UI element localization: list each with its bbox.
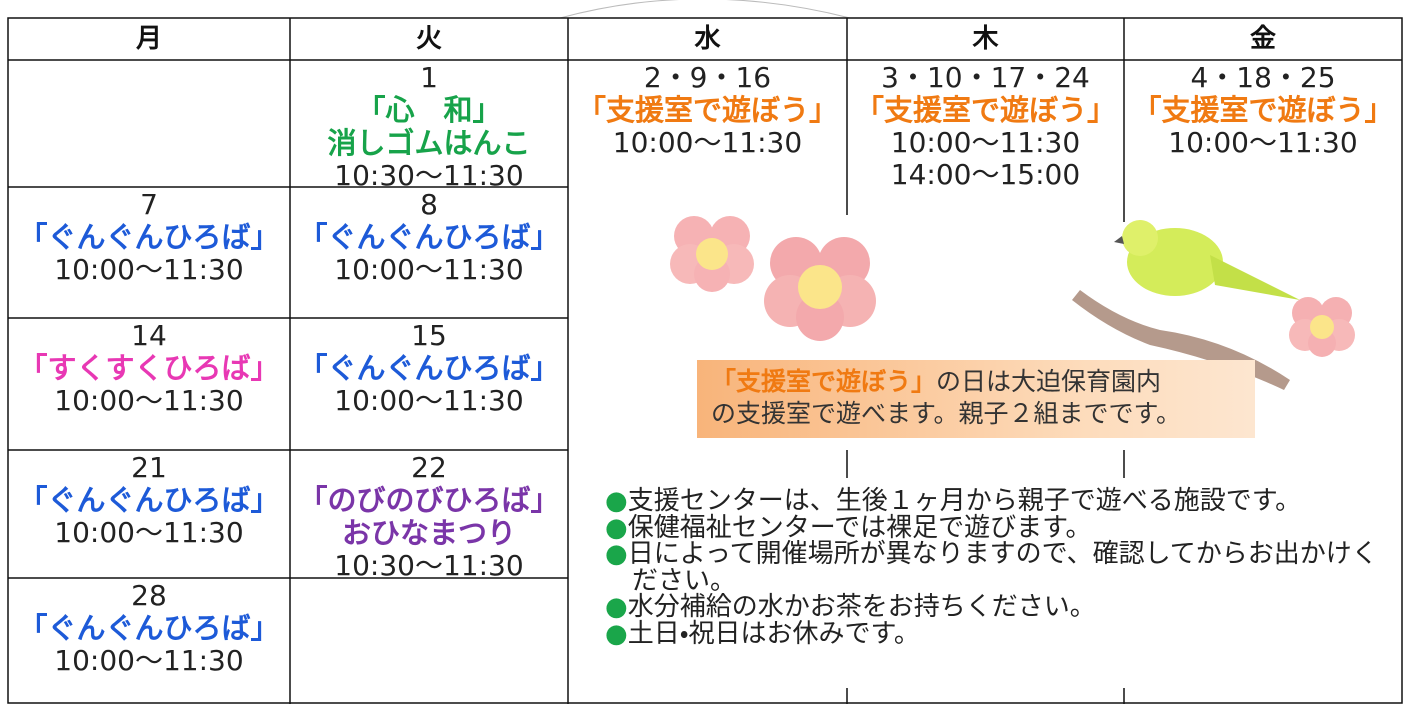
event-date: 7 [140, 188, 158, 221]
event-title: 「ぐんぐんひろば」 [18, 483, 280, 517]
note-text: の支援室で遊べます。親子２組までです。 [711, 399, 1182, 428]
info-item: ●水分補給の水かお茶をお持ちください。 [605, 594, 1397, 621]
event-cell: 28 「ぐんぐんひろば」 10:00～11:30 [8, 580, 290, 677]
info-item: ●保健福祉センターでは裸足で遊びます。 [605, 512, 1397, 543]
event-time: 10:00～11:30 [54, 644, 244, 677]
event-title: 「ぐんぐんひろば」 [298, 220, 560, 254]
event-title: 「のびのびひろば」 [298, 483, 560, 517]
event-cell: 8 「ぐんぐんひろば」 10:00～11:30 [290, 189, 568, 286]
weekday-header: 月 [135, 24, 162, 54]
event-cell: 21 「ぐんぐんひろば」 10:00～11:30 [8, 452, 290, 549]
event-time: 10:00～11:30 [890, 126, 1081, 159]
weekday-header: 木 [972, 24, 999, 54]
flower-illustration [670, 216, 1355, 390]
event-cell: 7 「ぐんぐんひろば」 10:00～11:30 [8, 189, 290, 286]
event-title: おひなまつり [341, 516, 516, 550]
event-title: 「支援室で遊ぼう」 [576, 93, 838, 127]
event-time: 10:00～11:30 [334, 384, 524, 417]
info-text: 保健福祉センターでは裸足で遊びます。 [627, 512, 1092, 543]
decoration-arc [559, 0, 851, 19]
note-box: 「支援室で遊ぼう」の日は大迫保育園内 の支援室で遊べます。親子２組までです。 [697, 360, 1255, 438]
event-cell: 15 「ぐんぐんひろば」 10:00～11:30 [290, 320, 568, 417]
event-date: 28 [131, 579, 167, 612]
event-date: 8 [420, 188, 438, 221]
info-text: 支援センターは、生後１ヶ月から親子で遊べる施設です。 [627, 486, 1302, 516]
event-date: 3・10・17・24 [881, 61, 1090, 94]
note-highlight: 「支援室で遊ぼう」 [711, 367, 937, 396]
event-title: 「支援室で遊ぼう」 [1132, 93, 1394, 127]
info-item: ●日によって開催場所が異なりますので、確認してからお出かけください。 [605, 541, 1397, 594]
event-cell: 2・9・16 「支援室で遊ぼう」 10:00～11:30 [568, 62, 847, 159]
event-title: 「ぐんぐんひろば」 [18, 611, 280, 645]
event-time: 10:00～11:30 [1168, 126, 1358, 159]
event-time: 10:00～11:30 [54, 516, 244, 549]
bullet-marker: ● [605, 592, 628, 622]
event-title: 消しゴムはんこ [327, 126, 531, 160]
weekday-header: 火 [415, 24, 442, 54]
info-text: 水分補給の水かお茶をお持ちください。 [627, 592, 1096, 622]
bullet-marker: ● [605, 512, 628, 543]
event-date: 21 [131, 451, 167, 484]
weekday-header: 金 [1249, 24, 1276, 54]
event-cell: 1 「心 和」 消しゴムはんこ 10:30～11:30 [290, 62, 568, 192]
event-title: 「ぐんぐんひろば」 [298, 351, 560, 385]
event-date: 14 [131, 319, 167, 352]
event-time: 10:30～11:30 [334, 159, 524, 192]
event-date: 15 [411, 319, 447, 352]
event-title: 「支援室で遊ぼう」 [854, 93, 1116, 127]
event-title: 「ぐんぐんひろば」 [18, 220, 280, 254]
info-text: 土日・祝日はお休みです。 [627, 618, 920, 649]
event-cell: 22 「のびのびひろば」 おひなまつり 10:30～11:30 [290, 452, 568, 582]
event-cell: 3・10・17・24 「支援室で遊ぼう」 10:00～11:30 14:00～15:0… [847, 62, 1124, 191]
event-cell: 4・18・25 「支援室で遊ぼう」 10:00～11:30 [1124, 62, 1402, 159]
event-date: 4・18・25 [1190, 61, 1336, 94]
weekday-header: 水 [694, 24, 721, 54]
event-date: 22 [411, 451, 447, 484]
event-time: 10:00～11:30 [612, 126, 803, 159]
event-title: 「心 和」 [356, 93, 502, 127]
event-time: 10:00～11:30 [334, 253, 524, 286]
event-date: 2・9・16 [643, 61, 772, 94]
event-time: 10:30～11:30 [334, 549, 524, 582]
event-time: 10:00～11:30 [54, 384, 244, 417]
info-item: ●土日・祝日はお休みです。 [605, 618, 1397, 649]
bullet-marker: ● [605, 539, 628, 569]
note-text: の日は大迫保育園内 [936, 367, 1162, 396]
event-time: 10:00～11:30 [54, 253, 244, 286]
table-grid [7, 17, 1403, 704]
info-item: ●支援センターは、生後１ヶ月から親子で遊べる施設です。 [605, 488, 1397, 515]
bullet-marker: ● [605, 618, 628, 649]
info-list: ●支援センターは、生後１ヶ月から親子で遊べる施設です。 ●保健福祉センターでは裸足… [605, 488, 1397, 647]
info-text: 日によって開催場所が異なりますので、確認してからお出かけください。 [627, 539, 1378, 596]
event-cell: 14 「すくすくひろば」 10:00～11:30 [8, 320, 290, 417]
event-date: 1 [420, 61, 438, 94]
event-title: 「すくすくひろば」 [18, 351, 280, 385]
event-time: 14:00～15:00 [890, 158, 1081, 191]
bullet-marker: ● [605, 486, 628, 516]
